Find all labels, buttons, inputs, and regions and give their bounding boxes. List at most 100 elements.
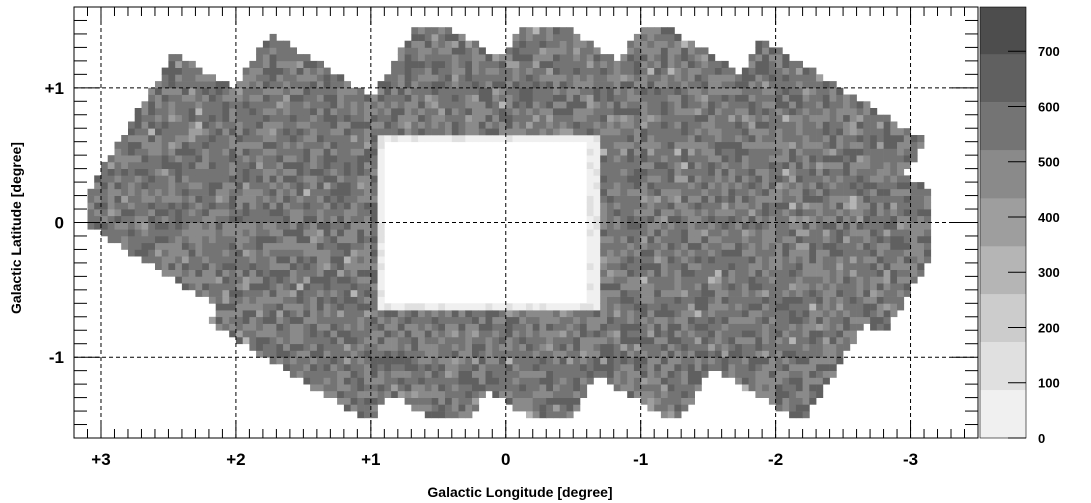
heatmap-cell <box>499 114 507 122</box>
heatmap-cell <box>397 370 405 378</box>
heatmap-cell <box>789 236 797 244</box>
heatmap-cell <box>505 60 513 68</box>
heatmap-cell <box>262 262 270 270</box>
heatmap-cell <box>627 390 635 398</box>
heatmap-cell <box>735 81 743 89</box>
heatmap-cell <box>782 155 790 163</box>
heatmap-cell <box>451 33 459 41</box>
heatmap-cell <box>755 182 763 190</box>
heatmap-cell <box>492 357 500 365</box>
heatmap-cell <box>330 202 338 210</box>
heatmap-cell <box>660 303 668 311</box>
heatmap-cell <box>397 343 405 351</box>
heatmap-cell <box>620 363 628 371</box>
heatmap-cell <box>809 384 817 392</box>
heatmap-cell <box>728 114 736 122</box>
heatmap-cell <box>364 94 372 102</box>
heatmap-cell <box>526 337 534 345</box>
heatmap-cell <box>768 161 776 169</box>
heatmap-cell <box>296 128 304 136</box>
heatmap-cell <box>155 114 163 122</box>
heatmap-cell <box>269 289 277 297</box>
heatmap-cell <box>222 283 230 291</box>
heatmap-cell <box>654 363 662 371</box>
heatmap-cell <box>175 135 183 143</box>
heatmap-cell <box>883 236 891 244</box>
heatmap-cell <box>768 141 776 149</box>
heatmap-cell <box>202 148 210 156</box>
heatmap-cell <box>674 114 682 122</box>
heatmap-cell <box>472 350 480 358</box>
heatmap-cell <box>654 67 662 75</box>
heatmap-cell <box>188 141 196 149</box>
heatmap-cell <box>593 242 601 250</box>
heatmap-cell <box>478 370 486 378</box>
heatmap-cell <box>802 363 810 371</box>
heatmap-cell <box>748 209 756 217</box>
heatmap-cell <box>472 323 480 331</box>
heatmap-cell <box>580 323 588 331</box>
heatmap-cell <box>735 141 743 149</box>
heatmap-cell <box>890 249 898 257</box>
heatmap-cell <box>465 54 473 62</box>
heatmap-cell <box>573 384 581 392</box>
heatmap-cell <box>431 330 439 338</box>
heatmap-cell <box>296 222 304 230</box>
heatmap-cell <box>559 397 567 405</box>
heatmap-cell <box>580 310 588 318</box>
heatmap-cell <box>303 370 311 378</box>
heatmap-cell <box>654 242 662 250</box>
heatmap-cell <box>296 202 304 210</box>
heatmap-cell <box>843 289 851 297</box>
heatmap-cell <box>478 87 486 95</box>
heatmap-cell <box>499 377 507 385</box>
heatmap-cell <box>708 94 716 102</box>
heatmap-cell <box>782 101 790 109</box>
heatmap-cell <box>478 135 486 143</box>
heatmap-cell <box>654 155 662 163</box>
heatmap-cell <box>310 242 318 250</box>
heatmap-cell <box>802 384 810 392</box>
heatmap-cell <box>768 87 776 95</box>
heatmap-cell <box>526 330 534 338</box>
heatmap-cell <box>323 188 331 196</box>
heatmap-cell <box>728 195 736 203</box>
heatmap-cell <box>303 74 311 82</box>
heatmap-cell <box>512 337 520 345</box>
heatmap-cell <box>128 188 136 196</box>
heatmap-cell <box>121 148 129 156</box>
heatmap-cell <box>586 74 594 82</box>
heatmap-cell <box>208 141 216 149</box>
heatmap-cell <box>350 350 358 358</box>
heatmap-cell <box>768 155 776 163</box>
heatmap-cell <box>337 209 345 217</box>
heatmap-cell <box>431 404 439 412</box>
heatmap-cell <box>654 283 662 291</box>
heatmap-cell <box>762 343 770 351</box>
heatmap-cell <box>343 121 351 129</box>
heatmap-cell <box>782 215 790 223</box>
heatmap-cell <box>404 135 412 143</box>
heatmap-cell <box>870 155 878 163</box>
heatmap-cell <box>215 303 223 311</box>
heatmap-cell <box>667 60 675 68</box>
heatmap-cell <box>269 330 277 338</box>
heatmap-cell <box>580 81 588 89</box>
heatmap-cell <box>343 155 351 163</box>
heatmap-cell <box>519 303 527 311</box>
heatmap-cell <box>181 81 189 89</box>
heatmap-cell <box>701 209 709 217</box>
heatmap-cell <box>586 316 594 324</box>
heatmap-cell <box>229 182 237 190</box>
heatmap-cell <box>667 94 675 102</box>
heatmap-cell <box>633 128 641 136</box>
heatmap-cell <box>262 202 270 210</box>
heatmap-cell <box>181 135 189 143</box>
heatmap-cell <box>694 296 702 304</box>
heatmap-cell <box>795 276 803 284</box>
heatmap-cell <box>526 357 534 365</box>
heatmap-cell <box>323 121 331 129</box>
heatmap-cell <box>161 148 169 156</box>
heatmap-cell <box>633 222 641 230</box>
heatmap-cell <box>438 316 446 324</box>
